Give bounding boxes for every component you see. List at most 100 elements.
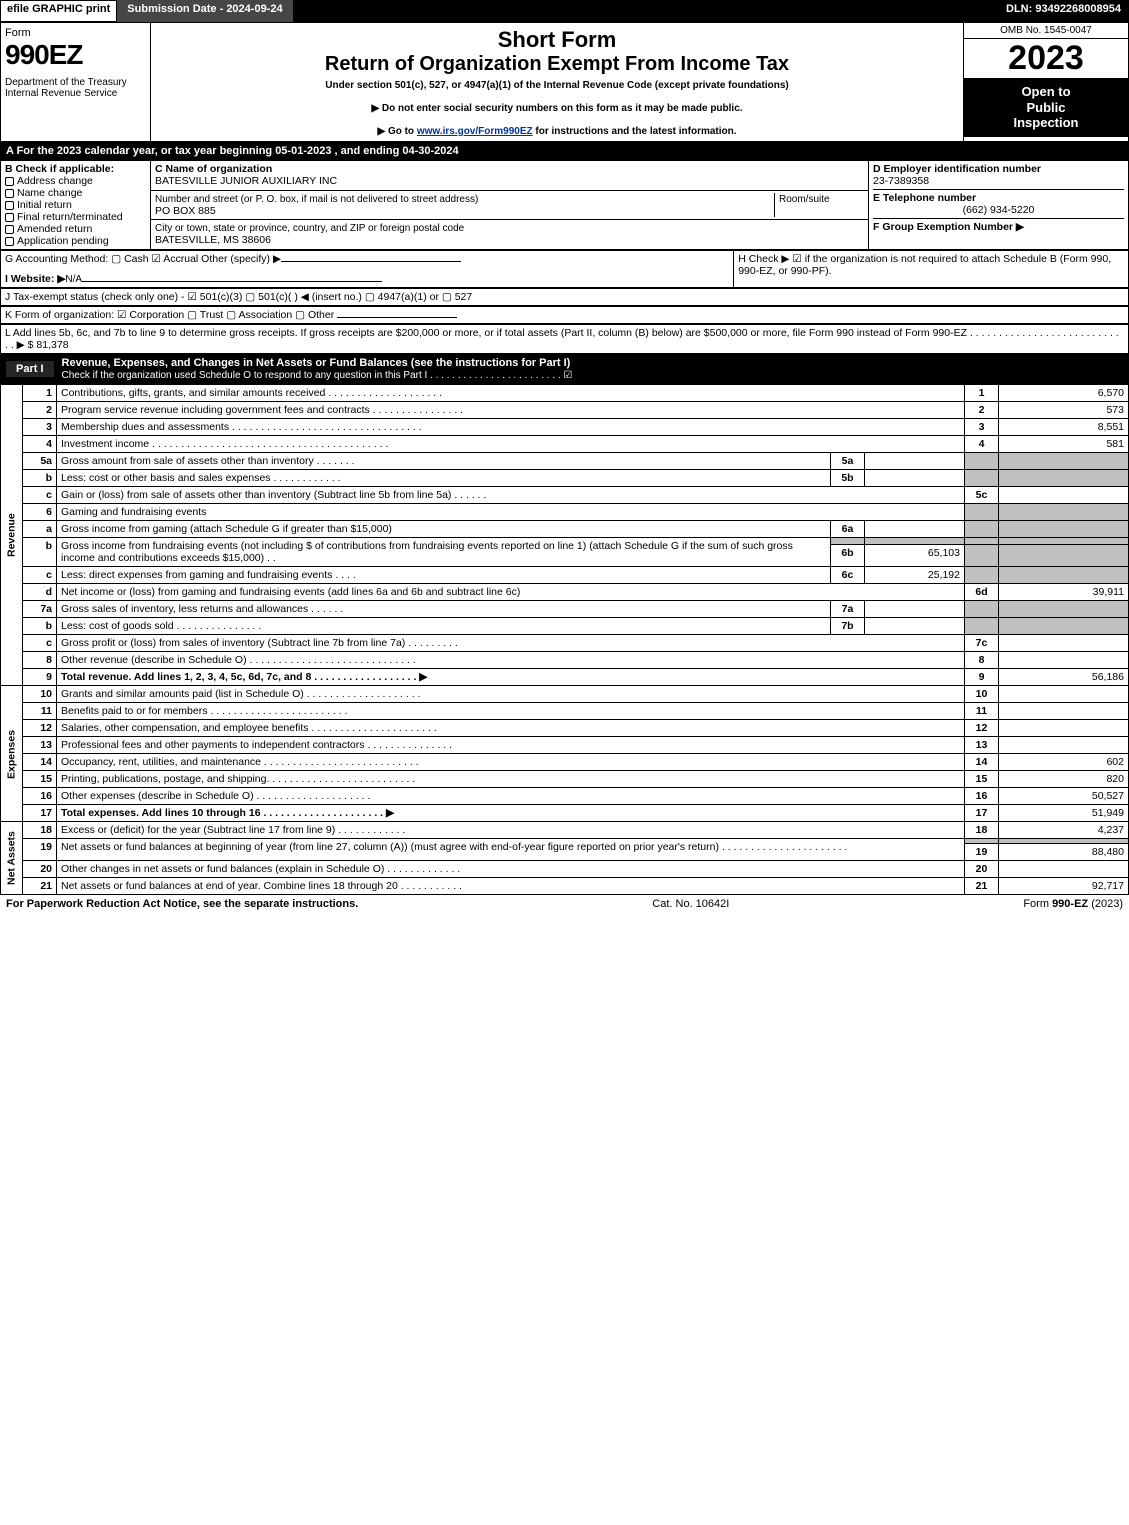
r11-v (999, 703, 1129, 720)
r2-n: 2 (965, 402, 999, 419)
form-word: Form (5, 27, 146, 39)
r7b-iv (864, 618, 964, 635)
b-opt-1[interactable]: Name change (17, 187, 82, 199)
open-inspection: Open to Public Inspection (964, 78, 1128, 137)
r14-n: 14 (965, 754, 999, 771)
r15-n: 15 (965, 771, 999, 788)
r18-n: 18 (965, 822, 999, 839)
r7b-t: Less: cost of goods sold . . . . . . . .… (57, 618, 831, 635)
r15-t: Printing, publications, postage, and shi… (57, 771, 965, 788)
page-footer: For Paperwork Reduction Act Notice, see … (0, 895, 1129, 913)
side-revenue: Revenue (1, 385, 23, 686)
title-under: Under section 501(c), 527, or 4947(a)(1)… (159, 80, 955, 91)
r6c-in: 6c (830, 567, 864, 584)
efile-print[interactable]: efile GRAPHIC print (0, 0, 117, 22)
b-opt-3[interactable]: Final return/terminated (17, 211, 123, 223)
r11-n: 11 (965, 703, 999, 720)
r7b-in: 7b (830, 618, 864, 635)
r9-v: 56,186 (999, 669, 1129, 686)
r15-v: 820 (999, 771, 1129, 788)
part1-table: Revenue 1Contributions, gifts, grants, a… (0, 384, 1129, 895)
r19-n: 19 (965, 844, 999, 861)
submission-date: Submission Date - 2024-09-24 (117, 0, 292, 22)
r14-t: Occupancy, rent, utilities, and maintena… (57, 754, 965, 771)
footer-right: Form 990-EZ (2023) (1023, 898, 1123, 910)
r20-t: Other changes in net assets or fund bala… (57, 861, 965, 878)
r11-t: Benefits paid to or for members . . . . … (57, 703, 965, 720)
note-link-post: for instructions and the latest informat… (533, 126, 737, 137)
r6d-v: 39,911 (999, 584, 1129, 601)
r5b-t: Less: cost or other basis and sales expe… (57, 470, 831, 487)
r4-n: 4 (965, 436, 999, 453)
r20-n: 20 (965, 861, 999, 878)
title-return: Return of Organization Exempt From Incom… (159, 53, 955, 76)
org-name: BATESVILLE JUNIOR AUXILIARY INC (155, 175, 337, 187)
r7c-t: Gross profit or (loss) from sales of inv… (57, 635, 965, 652)
r13-n: 13 (965, 737, 999, 754)
b-opt-2[interactable]: Initial return (17, 199, 72, 211)
g-accounting: G Accounting Method: ▢ Cash ☑ Accrual Ot… (5, 253, 281, 265)
r18-v: 4,237 (999, 822, 1129, 839)
room-label: Room/suite (779, 194, 830, 205)
r6b-iv: 65,103 (864, 544, 964, 566)
r6b-in: 6b (830, 544, 864, 566)
form-number: 990EZ (5, 39, 146, 71)
r21-n: 21 (965, 878, 999, 895)
r4-v: 581 (999, 436, 1129, 453)
h-check: H Check ▶ ☑ if the organization is not r… (734, 251, 1129, 288)
r17-t: Total expenses. Add lines 10 through 16 … (57, 805, 965, 822)
r5a-iv (864, 453, 964, 470)
k-form: K Form of organization: ☑ Corporation ▢ … (5, 309, 334, 321)
r8-v (999, 652, 1129, 669)
r6c-t: Less: direct expenses from gaming and fu… (57, 567, 831, 584)
city: BATESVILLE, MS 38606 (155, 234, 271, 246)
r6c-iv: 25,192 (864, 567, 964, 584)
note-link: ▶ Go to www.irs.gov/Form990EZ for instru… (159, 126, 955, 137)
r10-v (999, 686, 1129, 703)
row-a: A For the 2023 calendar year, or tax yea… (0, 142, 1129, 160)
r17-n: 17 (965, 805, 999, 822)
l-gross: L Add lines 5b, 6c, and 7b to line 9 to … (1, 325, 1129, 354)
r6-t: Gaming and fundraising events (57, 504, 965, 521)
part1-bar: Part I Revenue, Expenses, and Changes in… (0, 354, 1129, 384)
tax-year: 2023 (964, 39, 1128, 78)
e-label: E Telephone number (873, 192, 976, 204)
omb-number: OMB No. 1545-0047 (964, 23, 1128, 39)
r5c-t: Gain or (loss) from sale of assets other… (57, 487, 965, 504)
r13-t: Professional fees and other payments to … (57, 737, 965, 754)
part1-sub: Check if the organization used Schedule … (62, 370, 573, 381)
r20-v (999, 861, 1129, 878)
f-label: F Group Exemption Number ▶ (873, 221, 1024, 233)
info-grid: B Check if applicable: Address change Na… (0, 160, 1129, 250)
part1-label: Part I (6, 361, 54, 377)
r12-n: 12 (965, 720, 999, 737)
note-link-pre: ▶ Go to (377, 126, 416, 137)
r9-n: 9 (965, 669, 999, 686)
r5a-in: 5a (830, 453, 864, 470)
r7c-v (999, 635, 1129, 652)
i-label: I Website: ▶ (5, 273, 65, 285)
r16-t: Other expenses (describe in Schedule O) … (57, 788, 965, 805)
r2-t: Program service revenue including govern… (57, 402, 965, 419)
b-label: B Check if applicable: (5, 163, 146, 175)
b-opt-0[interactable]: Address change (17, 175, 93, 187)
r5c-v (999, 487, 1129, 504)
r12-t: Salaries, other compensation, and employ… (57, 720, 965, 737)
r14-v: 602 (999, 754, 1129, 771)
form-header: Form 990EZ Department of the Treasury In… (0, 22, 1129, 142)
r10-n: 10 (965, 686, 999, 703)
r16-n: 16 (965, 788, 999, 805)
r18-t: Excess or (deficit) for the year (Subtra… (57, 822, 965, 839)
b-opt-5[interactable]: Application pending (17, 235, 109, 247)
irs-link[interactable]: www.irs.gov/Form990EZ (417, 126, 533, 137)
r21-t: Net assets or fund balances at end of ye… (57, 878, 965, 895)
d-label: D Employer identification number (873, 163, 1124, 175)
part1-title: Revenue, Expenses, and Changes in Net As… (62, 357, 571, 369)
r7a-in: 7a (830, 601, 864, 618)
j-status: J Tax-exempt status (check only one) - ☑… (1, 289, 1129, 306)
r21-v: 92,717 (999, 878, 1129, 895)
r19-v: 88,480 (999, 844, 1129, 861)
r17-v: 51,949 (999, 805, 1129, 822)
b-opt-4[interactable]: Amended return (17, 223, 92, 235)
dln: DLN: 93492268008954 (998, 0, 1129, 22)
